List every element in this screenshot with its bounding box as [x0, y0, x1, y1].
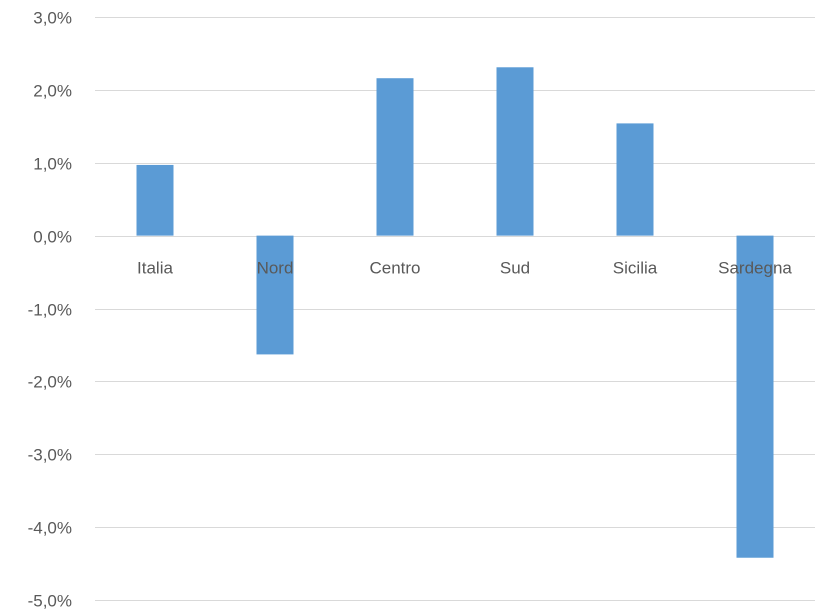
y-tick-label: -2,0%	[28, 373, 72, 392]
y-tick-label: 2,0%	[33, 82, 72, 101]
x-category-label: Sud	[500, 259, 530, 278]
y-tick-label: -1,0%	[28, 301, 72, 320]
y-axis-tick-labels: 3,0% 2,0% 1,0% 0,0% -1,0% -2,0% -3,0% -4,0% -5,0…	[28, 9, 72, 610]
bar-nord	[256, 235, 294, 355]
bar-sud	[496, 67, 534, 236]
x-category-label: Sicilia	[613, 259, 658, 278]
y-tick-label: -5,0%	[28, 592, 72, 610]
x-category-label: Italia	[137, 259, 173, 278]
bar-sicilia	[616, 123, 654, 236]
bar-italia	[136, 164, 174, 236]
bar-sardegna	[736, 235, 774, 558]
y-tick-label: 0,0%	[33, 228, 72, 247]
y-tick-label: 1,0%	[33, 155, 72, 174]
gridlines	[95, 17, 815, 601]
x-axis-category-labels: Italia Nord Centro Sud Sicilia Sardegna	[137, 259, 792, 278]
x-category-label: Sardegna	[718, 259, 792, 278]
y-tick-label: 3,0%	[33, 9, 72, 28]
y-tick-label: -3,0%	[28, 446, 72, 465]
x-category-label: Centro	[369, 259, 420, 278]
x-category-label: Nord	[257, 259, 294, 278]
bar-centro	[376, 78, 414, 236]
bar-series	[136, 67, 774, 558]
y-tick-label: -4,0%	[28, 519, 72, 538]
